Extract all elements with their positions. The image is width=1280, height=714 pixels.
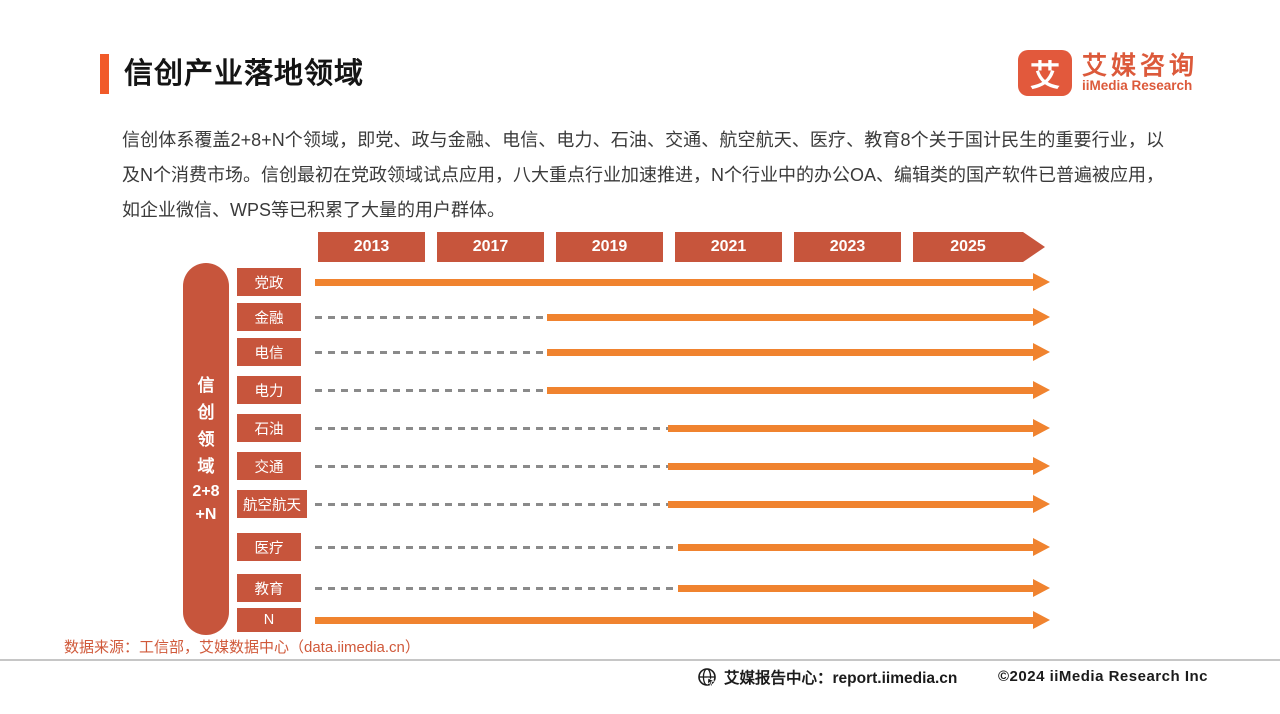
arrow-head [1033, 537, 1050, 556]
arrow-head [1033, 418, 1050, 437]
adoption-arrow-bar [547, 313, 1035, 321]
timeline-row-N: N [237, 606, 1050, 634]
timeline-row-交通: 交通 [237, 452, 1050, 480]
arrow-head [1033, 456, 1050, 475]
timeline-row-党政: 党政 [237, 268, 1050, 296]
adoption-arrow-bar [667, 500, 1035, 508]
pre-adoption-dashed-line [315, 315, 548, 319]
data-source-note: 数据来源：工信部，艾媒数据中心（data.iimedia.cn） [64, 639, 420, 656]
adoption-arrow-bar [667, 462, 1035, 470]
pre-adoption-dashed-line [315, 502, 668, 506]
row-label-教育: 教育 [237, 574, 301, 602]
row-label-电信: 电信 [237, 338, 301, 366]
adoption-arrow-bar [315, 616, 1035, 624]
row-label-党政: 党政 [237, 268, 301, 296]
arrow-head [1033, 494, 1050, 513]
iimedia-logo: 艾 艾媒咨询 iiMedia Research [1018, 50, 1198, 96]
arrow-head [1033, 610, 1050, 629]
logo-name-en: iiMedia Research [1082, 78, 1193, 94]
pre-adoption-dashed-line [315, 586, 679, 590]
globe-icon [698, 668, 716, 687]
page-title: 信创产业落地领域 [124, 58, 365, 90]
timeline-row-金融: 金融 [237, 303, 1050, 331]
year-box-2025: 2025 [913, 232, 1045, 262]
report-center-label: 艾媒报告中心：report.iimedia.cn [724, 670, 958, 687]
adoption-arrow-bar [315, 278, 1035, 286]
year-box-2021: 2021 [675, 232, 782, 262]
adoption-arrow-bar [667, 424, 1035, 432]
title-accent-bar [100, 54, 109, 94]
row-label-航空航天: 航空航天 [237, 490, 307, 518]
timeline-row-电信: 电信 [237, 338, 1050, 366]
timeline-year-axis: 2013 2017 2019 2021 2023 2025 [318, 232, 1045, 262]
row-label-金融: 金融 [237, 303, 301, 331]
arrow-head [1033, 272, 1050, 291]
copyright: ©2024 iiMedia Research Inc [998, 668, 1208, 685]
timeline-row-航空航天: 航空航天 [237, 490, 1050, 518]
axis-label-line: 领 [197, 430, 215, 449]
timeline-rows: 党政金融电信电力石油交通航空航天医疗教育 N [237, 263, 1050, 635]
arrow-head [1033, 342, 1050, 361]
timeline-row-电力: 电力 [237, 376, 1050, 404]
year-box-2013: 2013 [318, 232, 425, 262]
pre-adoption-dashed-line [315, 464, 668, 468]
row-label-交通: 交通 [237, 452, 301, 480]
year-box-2017: 2017 [437, 232, 544, 262]
row-label-N: N [237, 608, 301, 632]
report-center: 艾媒报告中心：report.iimedia.cn [697, 666, 957, 688]
intro-paragraph: 信创体系覆盖2+8+N个领域，即党、政与金融、电信、电力、石油、交通、航空航天、… [122, 130, 1164, 220]
axis-label-line: 域 [197, 457, 215, 476]
timeline-row-石油: 石油 [237, 414, 1050, 442]
footer-divider [0, 659, 1280, 661]
adoption-arrow-bar [678, 543, 1035, 551]
adoption-arrow-bar [678, 584, 1035, 592]
iimedia-logo-icon: 艾 [1018, 50, 1072, 96]
axis-label-capsule: 信创领域 2+8 +N [183, 263, 229, 635]
row-label-电力: 电力 [237, 376, 301, 404]
row-label-医疗: 医疗 [237, 533, 301, 561]
pre-adoption-dashed-line [315, 388, 548, 392]
adoption-arrow-bar [547, 348, 1035, 356]
axis-label-line: 2+8 [192, 483, 220, 500]
pre-adoption-dashed-line [315, 426, 668, 430]
pre-adoption-dashed-line [315, 350, 548, 354]
row-label-石油: 石油 [237, 414, 301, 442]
adoption-arrow-bar [547, 386, 1035, 394]
year-box-2023: 2023 [794, 232, 901, 262]
pre-adoption-dashed-line [315, 545, 679, 549]
arrow-head [1033, 578, 1050, 597]
logo-name-cn: 艾媒咨询 [1082, 51, 1199, 80]
year-box-2019: 2019 [556, 232, 663, 262]
axis-label-line: 创 [197, 403, 215, 422]
axis-label-line: +N [195, 506, 217, 523]
arrow-head [1033, 380, 1050, 399]
logo-text: 艾媒咨询 iiMedia Research [1082, 53, 1198, 93]
timeline-row-医疗: 医疗 [237, 533, 1050, 561]
timeline-row-教育: 教育 [237, 574, 1050, 602]
axis-label-line: 信 [197, 376, 215, 395]
arrow-head [1033, 307, 1050, 326]
